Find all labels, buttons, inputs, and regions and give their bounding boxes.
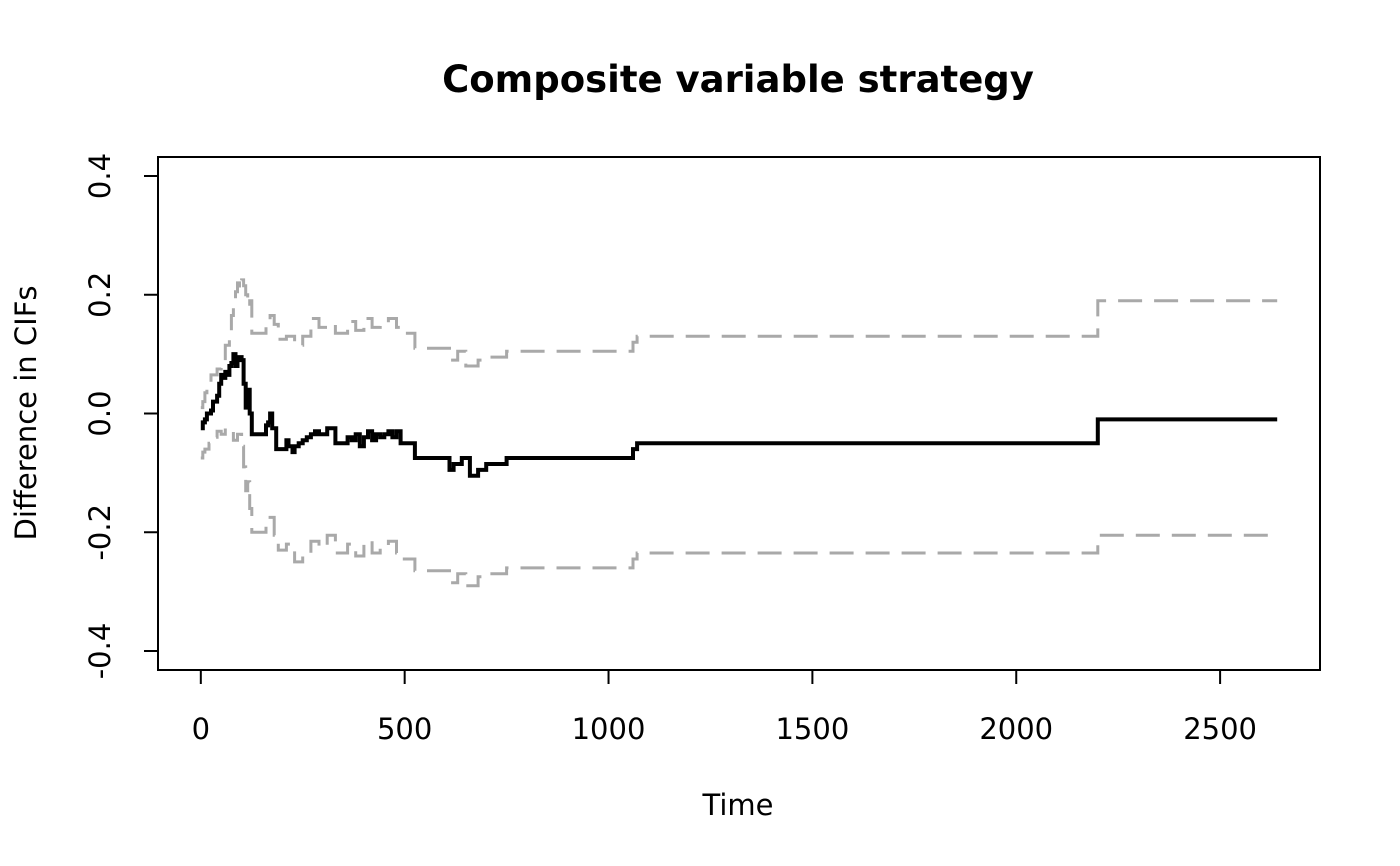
x-tick-label: 2000	[979, 712, 1053, 746]
x-axis-label: Time	[702, 788, 774, 822]
series-upper-ci-line	[200, 278, 1278, 410]
y-tick-label: 0.0	[83, 390, 117, 436]
y-tick-label: -0.4	[83, 623, 117, 680]
y-tick-label: 0.2	[83, 272, 117, 318]
x-tick-label: 500	[377, 712, 432, 746]
x-tick-label: 0	[192, 712, 210, 746]
plot-frame	[157, 156, 1321, 671]
series-layer	[200, 278, 1278, 588]
y-tick-label: 0.4	[83, 153, 117, 199]
y-axis: -0.4 -0.2 0.0 0.2 0.4	[83, 153, 159, 680]
x-tick-label: 1500	[775, 712, 849, 746]
x-tick-label: 2500	[1183, 712, 1257, 746]
series-lower-ci-line	[200, 426, 1278, 588]
x-tick-label: 1000	[572, 712, 646, 746]
y-tick-label: -0.2	[83, 504, 117, 561]
y-axis-label: Difference in CIFs	[9, 286, 43, 541]
chart-title: Composite variable strategy	[442, 58, 1034, 101]
x-axis: 0 500 1000 1500 2000 2500	[192, 669, 1257, 746]
series-estimate-line	[200, 352, 1278, 478]
